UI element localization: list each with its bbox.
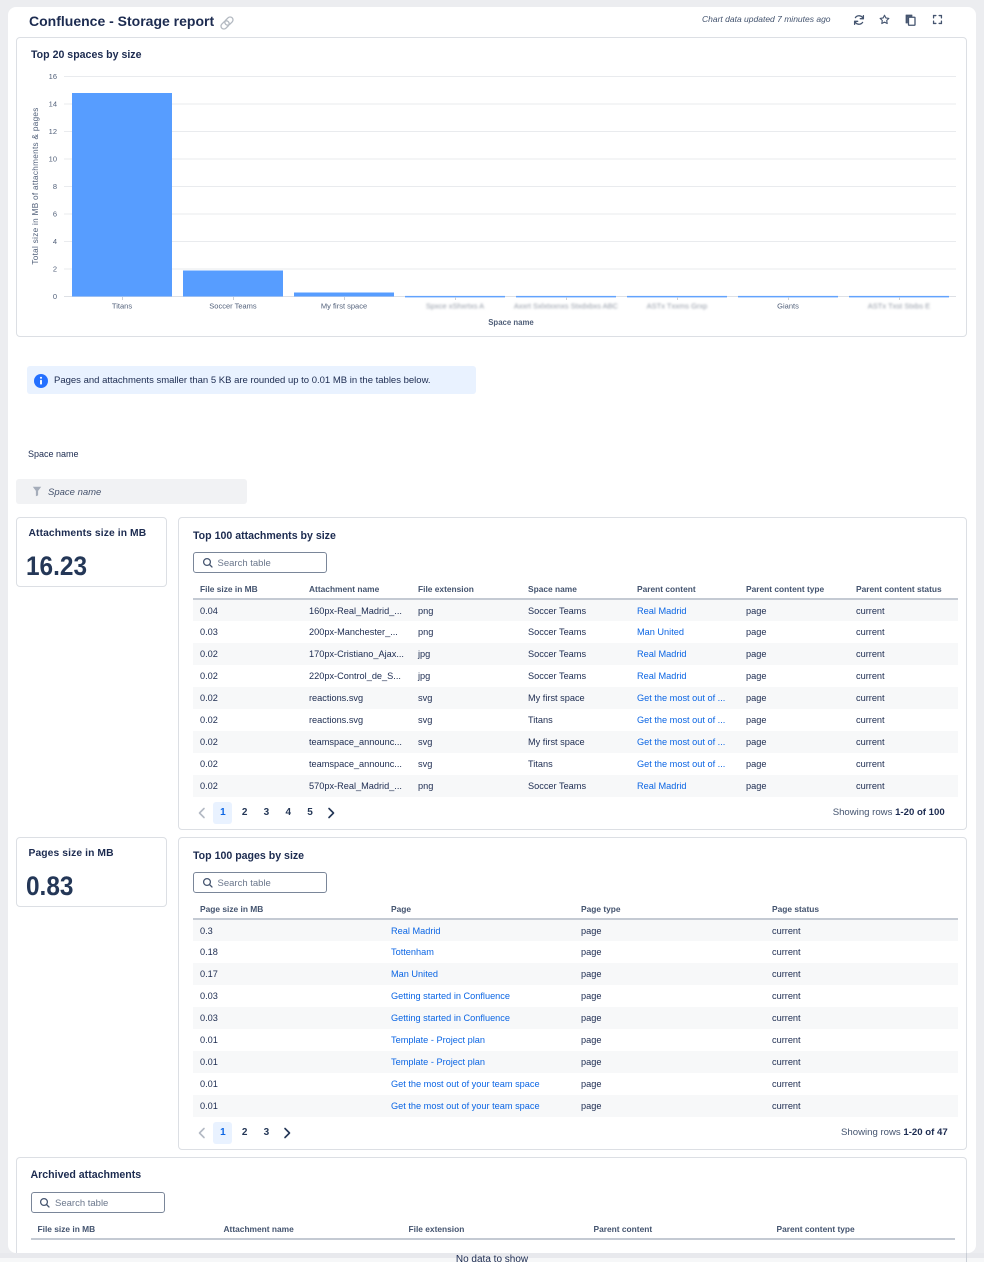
svg-text:Axxrt Sxlxtxxnxs Stxdxbxs ABC: Axxrt Sxlxtxxnxs Stxdxbxs ABC	[514, 302, 619, 311]
svg-text:6: 6	[53, 210, 57, 219]
svg-text:10: 10	[49, 155, 57, 164]
svg-text:12: 12	[49, 127, 57, 136]
svg-text:ASTx Txxms Grxp: ASTx Txxms Grxp	[647, 302, 708, 311]
svg-text:Space name: Space name	[488, 318, 534, 327]
svg-text:Giants: Giants	[777, 302, 799, 311]
svg-text:Spxce xShxrtxs A: Spxce xShxrtxs A	[426, 302, 484, 311]
svg-text:Soccer Teams: Soccer Teams	[209, 302, 257, 311]
svg-text:2: 2	[53, 265, 57, 274]
svg-text:16: 16	[49, 72, 57, 81]
svg-text:My first space: My first space	[321, 302, 367, 311]
svg-text:14: 14	[49, 100, 57, 109]
svg-text:0: 0	[53, 292, 57, 301]
svg-text:ASTx Txst Stxbs E: ASTx Txst Stxbs E	[868, 302, 930, 311]
svg-text:Total size in MB of attachment: Total size in MB of attachments & pages	[31, 107, 40, 264]
svg-text:Titans: Titans	[112, 302, 132, 311]
svg-text:8: 8	[53, 182, 57, 191]
svg-text:4: 4	[53, 237, 57, 246]
